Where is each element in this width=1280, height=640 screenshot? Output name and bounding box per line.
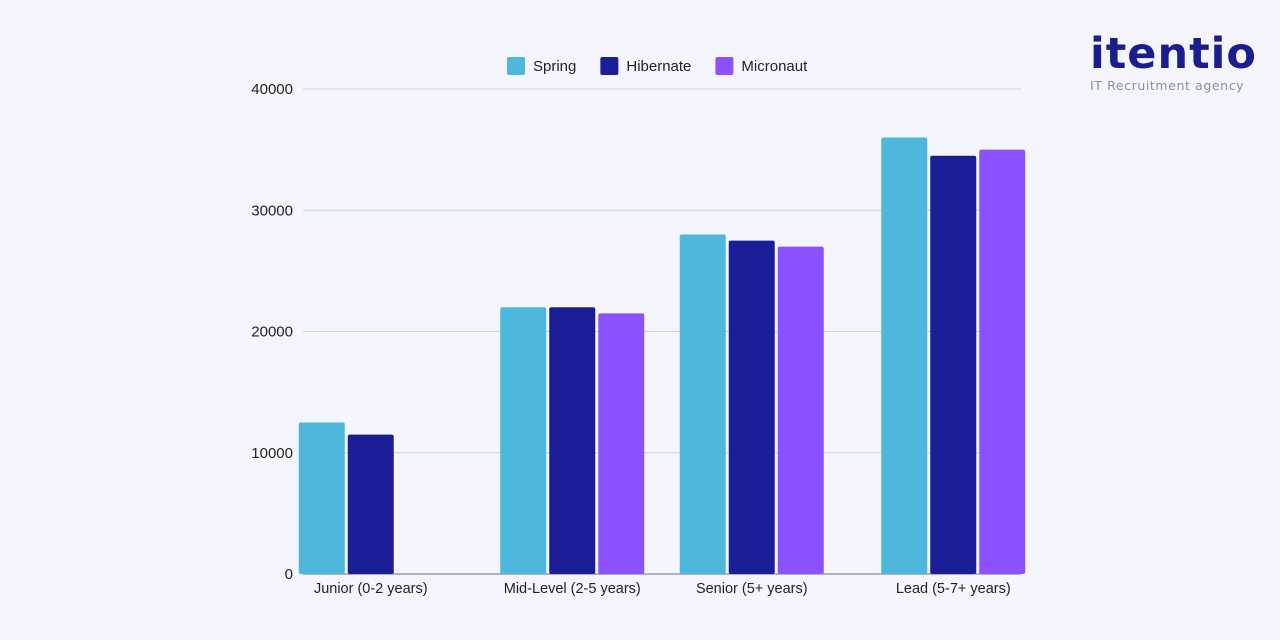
legend-label: Hibernate: [626, 58, 691, 75]
bar-hibernate-0: [347, 434, 394, 574]
legend-label: Spring: [533, 58, 576, 75]
y-tick-label: 40000: [251, 81, 293, 98]
bar-micronaut-1: [598, 313, 645, 574]
bar-micronaut-3: [979, 149, 1026, 574]
x-tick-label: Lead (5-7+ years): [896, 581, 1011, 597]
y-tick-label: 30000: [251, 202, 293, 219]
legend: Spring Hibernate Micronaut: [507, 57, 808, 75]
legend-swatch-micronaut: [715, 57, 734, 75]
bar-spring-3: [881, 137, 928, 574]
x-tick-label: Junior (0-2 years): [314, 581, 428, 597]
brand-tagline: IT Recruitment agency: [1090, 78, 1245, 93]
y-axis-ticks: 0 10000 20000 30000 40000: [251, 81, 293, 583]
bars: [298, 137, 1026, 574]
y-tick-label: 10000: [251, 445, 293, 462]
bar-hibernate-3: [930, 155, 977, 574]
legend-label: Micronaut: [741, 58, 808, 75]
x-tick-label: Mid-Level (2-5 years): [504, 581, 641, 597]
legend-swatch-hibernate: [600, 57, 619, 75]
bar-hibernate-2: [728, 240, 775, 574]
brand-name: itentio: [1090, 29, 1257, 79]
y-tick-label: 20000: [251, 324, 293, 341]
bar-hibernate-1: [549, 307, 596, 574]
bar-spring-2: [679, 234, 726, 574]
x-tick-label: Senior (5+ years): [696, 581, 808, 597]
bar-micronaut-2: [777, 246, 824, 574]
y-tick-label: 0: [285, 566, 293, 583]
brand-logo: itentio IT Recruitment agency: [1090, 29, 1257, 93]
legend-swatch-spring: [507, 57, 525, 75]
bar-spring-1: [500, 307, 547, 574]
x-axis-ticks: Junior (0-2 years) Mid-Level (2-5 years) S…: [314, 581, 1011, 597]
bar-spring-0: [298, 422, 345, 574]
